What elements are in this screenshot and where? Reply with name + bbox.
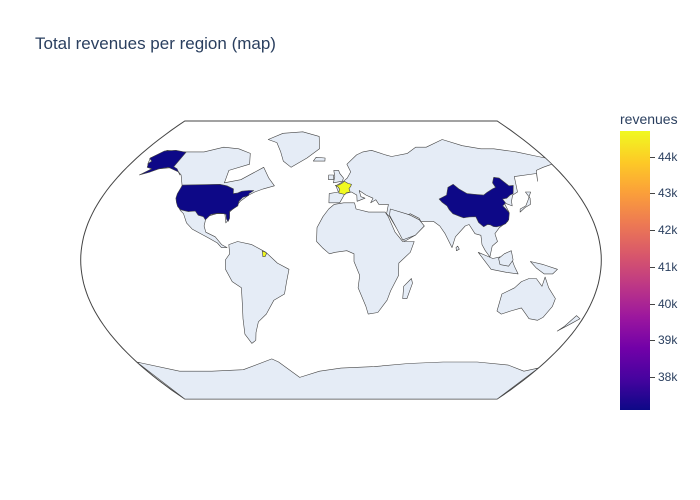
land-new-zealand [556,315,581,332]
region-french-guiana[interactable] [261,250,267,257]
land-new-guinea [530,261,558,275]
land-indonesia [477,252,519,275]
colorbar-tick-mark [650,193,655,195]
colorbar-tick-label: 44k [658,149,678,164]
colorbar-tick-label: 38k [658,370,678,384]
land-arabia-fill [389,208,425,241]
colorbar-tick-mark [650,303,655,305]
colorbar [620,131,650,410]
land-madagascar [402,278,413,299]
land-sri-lanka [455,245,460,251]
land-iceland [313,157,326,162]
region-china[interactable] [438,177,514,228]
colorbar-tick-mark [650,266,655,268]
land-greenland [267,131,320,168]
colorbar-title: revenues [620,111,678,127]
colorbar-tick-mark [650,340,655,342]
colorbar-tick-label: 41k [658,259,678,274]
region-united-states[interactable] [139,150,187,176]
region-france[interactable] [334,180,352,195]
colorbar-tick-mark [650,230,655,232]
colorbar-tick-mark [650,156,655,158]
chart-title: Total revenues per region (map) [35,34,276,53]
region-united-states[interactable] [175,184,255,222]
colorbar-tick-mark [650,377,655,378]
colorbar-tick-label: 43k [658,186,678,201]
land-uk [333,170,344,184]
land-australia [496,276,556,321]
land-ireland [328,174,334,180]
region-layer[interactable] [139,150,514,257]
colorbar-tick-label: 40k [658,296,678,311]
colorbar-tick-label: 39k [658,333,678,348]
land-antarctica [136,358,539,399]
land-africa [316,202,415,315]
land-borneo [498,250,514,267]
land-south-america [225,241,290,344]
land-japan [519,191,531,213]
colorbar-tick-label: 42k [658,223,678,238]
